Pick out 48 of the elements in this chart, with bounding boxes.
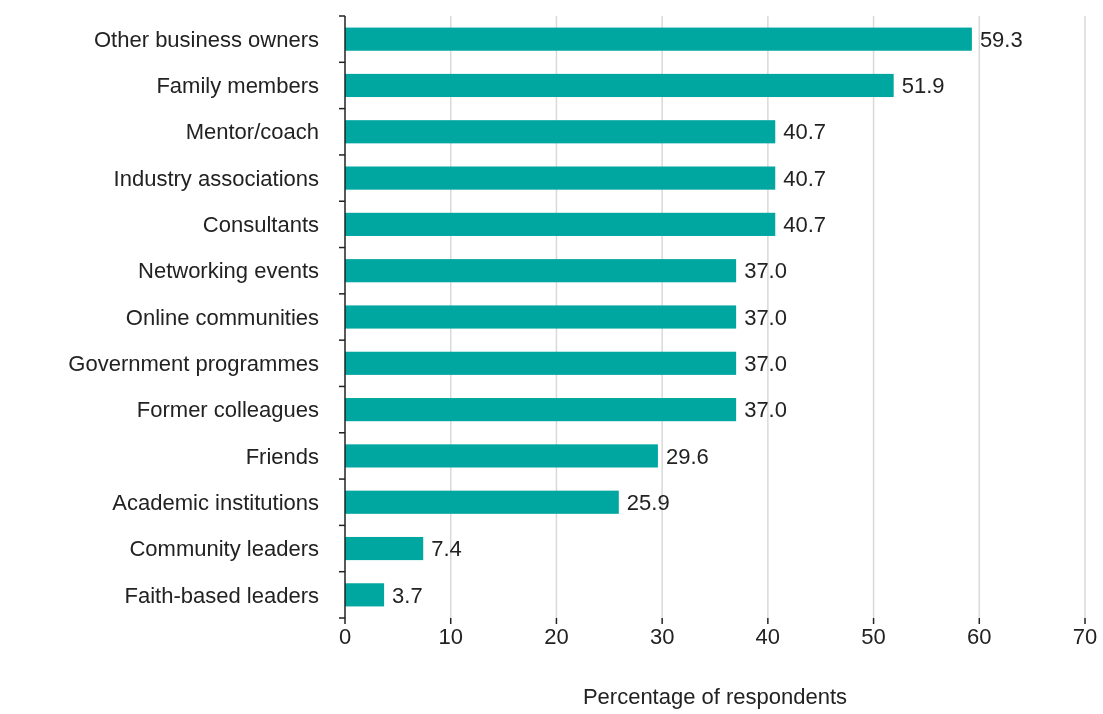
data-label: 37.0 xyxy=(744,397,787,423)
data-label: 51.9 xyxy=(901,73,945,99)
x-tick-label: 10 xyxy=(438,624,463,649)
y-tick-label: Former colleagues xyxy=(136,397,319,423)
x-tick-label: 40 xyxy=(755,624,781,649)
bar xyxy=(345,27,972,51)
data-label: 3.7 xyxy=(392,582,423,608)
bar xyxy=(345,212,776,236)
bar xyxy=(345,73,894,98)
x-axis-title: Percentage of respondents xyxy=(582,684,848,709)
y-tick-label: Community leaders xyxy=(129,536,319,562)
bar xyxy=(345,305,737,329)
bar xyxy=(345,351,737,375)
y-tick-label: Online communities xyxy=(125,304,319,330)
data-label: 7.4 xyxy=(431,536,462,562)
x-tick-label: 50 xyxy=(861,624,886,649)
data-label: 25.9 xyxy=(626,489,670,515)
data-label: 37.0 xyxy=(744,351,787,377)
bar xyxy=(345,490,619,514)
y-tick-label: Mentor/coach xyxy=(185,119,319,145)
y-tick-label: Friends xyxy=(245,443,319,469)
y-tick-label: Family members xyxy=(156,73,319,99)
bar xyxy=(345,583,385,607)
bar xyxy=(345,259,737,283)
x-tick-label: 30 xyxy=(649,624,675,649)
x-tick-label: 20 xyxy=(544,624,569,649)
bar xyxy=(345,166,776,190)
bar xyxy=(345,398,737,422)
data-label: 40.7 xyxy=(783,119,827,145)
bar xyxy=(345,444,658,468)
data-label: 37.0 xyxy=(744,304,787,330)
x-tick-label: 0 xyxy=(338,624,352,649)
y-tick-label: Consultants xyxy=(202,212,319,238)
bar xyxy=(345,536,424,561)
bar xyxy=(345,120,776,144)
y-tick-label: Networking events xyxy=(138,258,319,284)
y-tick-label: Faith-based leaders xyxy=(124,582,319,608)
data-label: 29.6 xyxy=(665,443,709,469)
y-tick-label: Industry associations xyxy=(113,165,319,191)
data-label: 40.7 xyxy=(783,165,827,191)
y-tick-label: Other business owners xyxy=(94,26,319,52)
x-tick-label: 70 xyxy=(1072,624,1098,649)
data-label: 40.7 xyxy=(783,212,827,238)
y-tick-label: Government programmes xyxy=(68,351,319,377)
data-label: 59.3 xyxy=(979,26,1023,52)
x-tick-label: 60 xyxy=(967,624,992,649)
data-label: 37.0 xyxy=(744,258,787,284)
y-tick-label: Academic institutions xyxy=(112,489,319,515)
